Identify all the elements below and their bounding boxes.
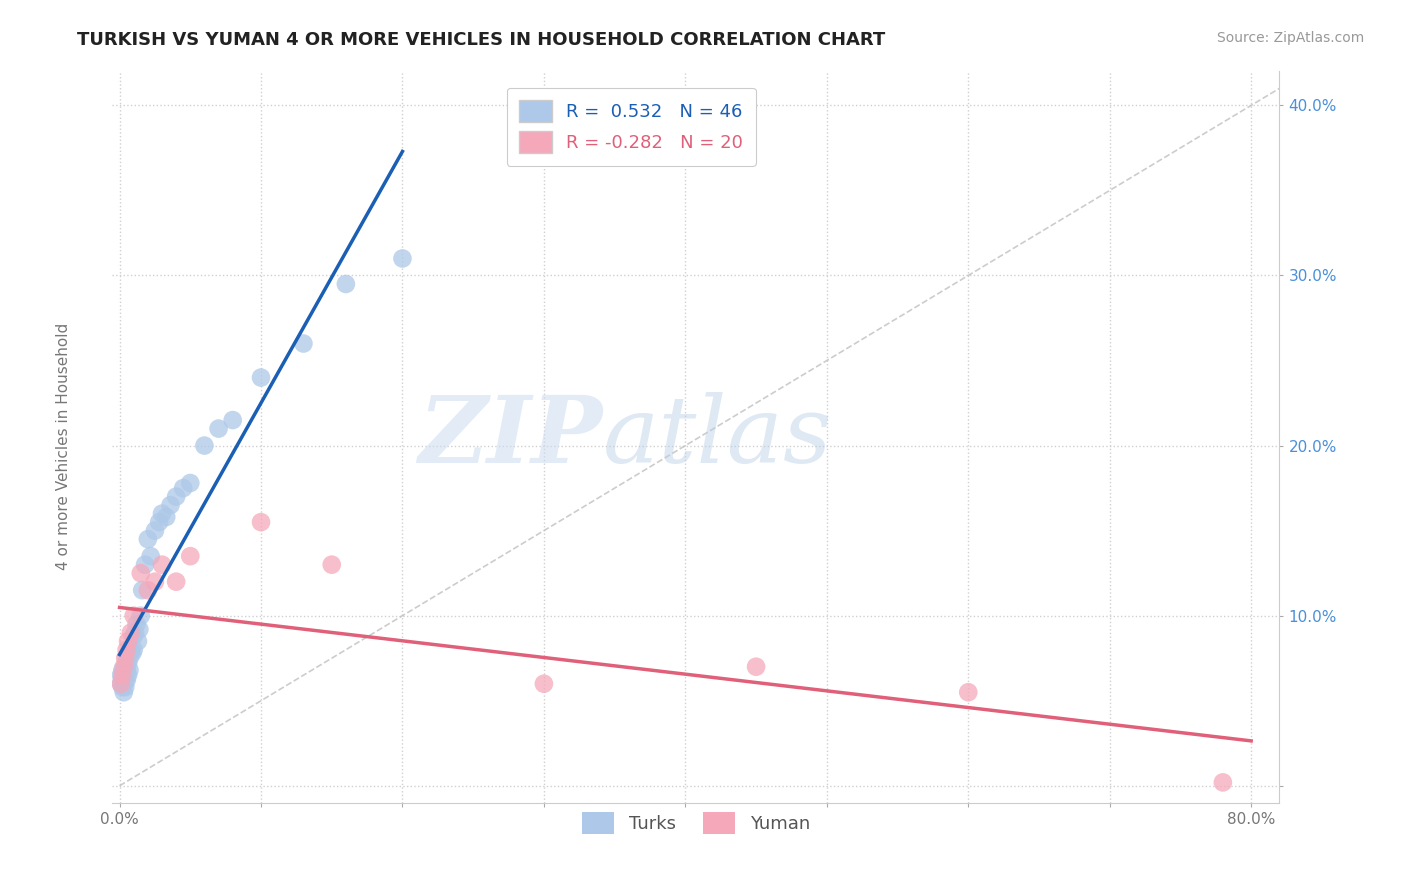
Text: TURKISH VS YUMAN 4 OR MORE VEHICLES IN HOUSEHOLD CORRELATION CHART: TURKISH VS YUMAN 4 OR MORE VEHICLES IN H…: [77, 31, 886, 49]
Point: [122, 608, 145, 623]
Point: [165, 490, 187, 504]
Point: [321, 558, 343, 572]
Point: [112, 659, 135, 673]
Text: ZIP: ZIP: [419, 392, 603, 482]
Point: [120, 625, 142, 640]
Point: [1212, 775, 1234, 789]
Point: [128, 622, 150, 636]
Point: [111, 672, 134, 686]
Point: [292, 336, 315, 351]
Point: [115, 642, 138, 657]
Point: [222, 413, 245, 427]
Point: [179, 549, 201, 563]
Point: [131, 583, 153, 598]
Point: [111, 663, 134, 677]
Point: [115, 651, 138, 665]
Point: [134, 558, 156, 572]
Point: [957, 685, 980, 699]
Point: [143, 574, 166, 589]
Text: atlas: atlas: [603, 392, 832, 482]
Point: [117, 657, 139, 671]
Point: [150, 507, 173, 521]
Point: [111, 680, 134, 694]
Point: [533, 677, 555, 691]
Point: [110, 677, 132, 691]
Point: [125, 617, 148, 632]
Point: [136, 583, 159, 598]
Point: [122, 629, 145, 643]
Point: [110, 677, 132, 691]
Point: [129, 608, 152, 623]
Point: [121, 646, 143, 660]
Point: [114, 659, 136, 673]
Point: [112, 668, 135, 682]
Point: [118, 651, 141, 665]
Point: [124, 625, 146, 640]
Point: [159, 498, 181, 512]
Point: [179, 475, 201, 490]
Point: [117, 668, 139, 682]
Point: [150, 558, 173, 572]
Point: [117, 634, 139, 648]
Point: [148, 515, 170, 529]
Point: [172, 481, 194, 495]
Point: [250, 515, 273, 529]
Point: [129, 566, 152, 581]
Point: [115, 663, 138, 677]
Point: [112, 685, 135, 699]
Point: [143, 524, 166, 538]
Text: Source: ZipAtlas.com: Source: ZipAtlas.com: [1216, 31, 1364, 45]
Point: [155, 510, 177, 524]
Point: [193, 439, 215, 453]
Point: [114, 651, 136, 665]
Point: [127, 634, 149, 648]
Point: [122, 642, 145, 657]
Point: [110, 668, 132, 682]
Point: [136, 532, 159, 546]
Point: [118, 663, 141, 677]
Point: [114, 672, 136, 686]
Point: [112, 677, 135, 691]
Point: [165, 574, 187, 589]
Legend: Turks, Yuman: Turks, Yuman: [568, 797, 824, 848]
Point: [111, 668, 134, 682]
Point: [139, 549, 162, 563]
Point: [114, 680, 136, 694]
Point: [335, 277, 357, 291]
Point: [391, 252, 413, 266]
Point: [250, 370, 273, 384]
Point: [745, 659, 768, 673]
Point: [207, 421, 229, 435]
Point: [120, 642, 142, 657]
Text: 4 or more Vehicles in Household: 4 or more Vehicles in Household: [56, 322, 70, 570]
Point: [115, 673, 138, 688]
